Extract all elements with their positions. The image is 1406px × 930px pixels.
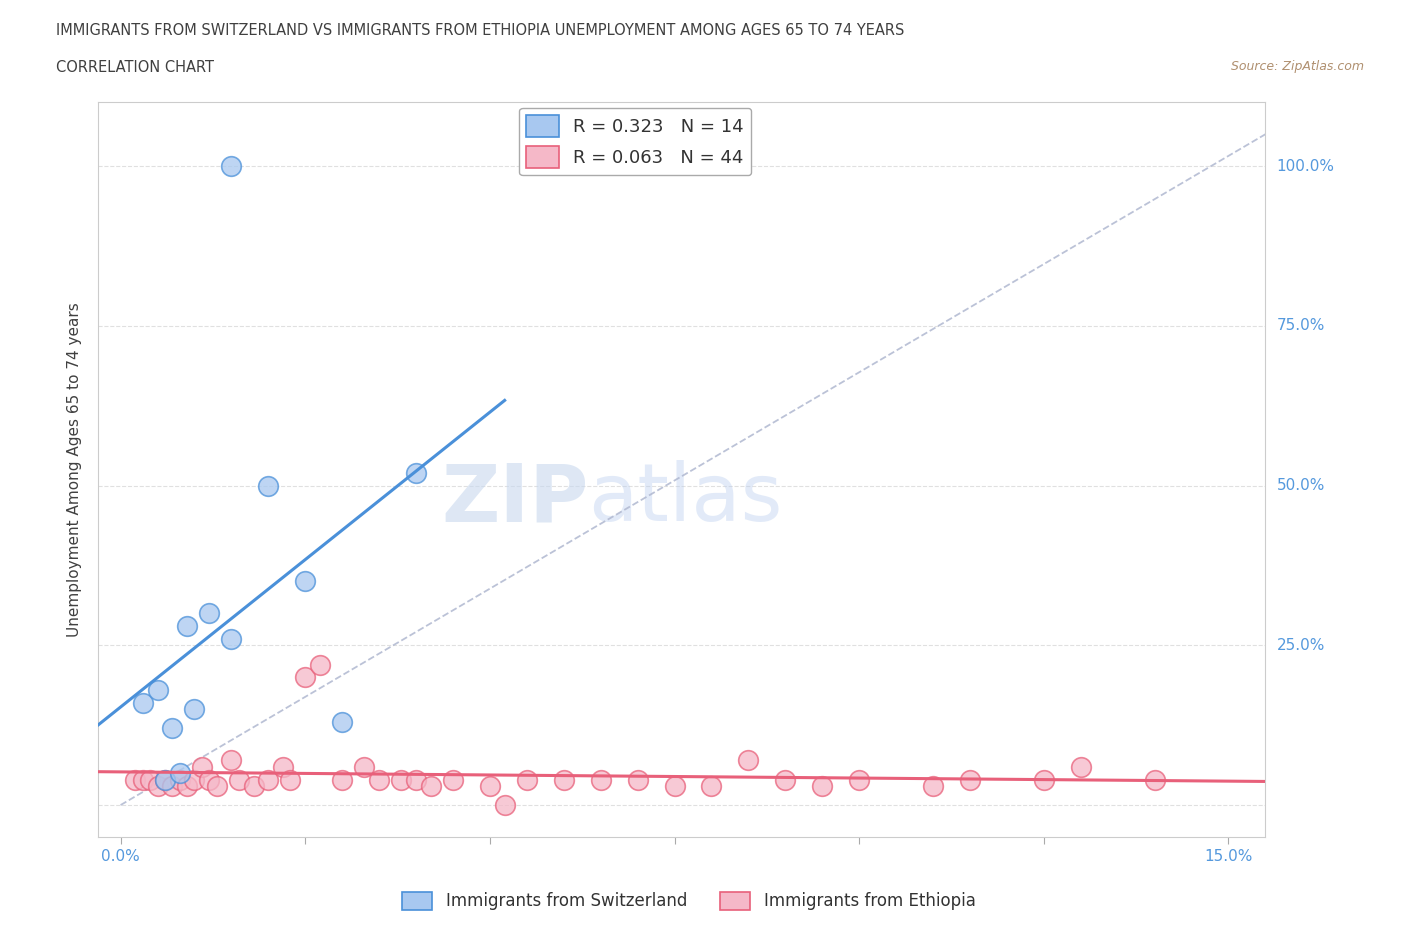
Point xyxy=(1070,759,1092,774)
Point xyxy=(700,778,723,793)
Point xyxy=(516,772,538,787)
Point xyxy=(162,778,184,793)
Point xyxy=(309,658,332,672)
Text: atlas: atlas xyxy=(589,460,783,538)
Point xyxy=(176,618,198,633)
Point xyxy=(242,778,264,793)
Point xyxy=(294,574,316,589)
Point xyxy=(153,772,176,787)
Point xyxy=(139,772,162,787)
Point xyxy=(405,465,427,480)
Point xyxy=(959,772,981,787)
Point xyxy=(775,772,797,787)
Point xyxy=(589,772,612,787)
Point xyxy=(294,670,316,684)
Point xyxy=(353,759,375,774)
Point xyxy=(280,772,302,787)
Point xyxy=(169,765,191,780)
Point xyxy=(228,772,250,787)
Point xyxy=(419,778,441,793)
Point xyxy=(494,798,516,813)
Text: ZIP: ZIP xyxy=(441,460,589,538)
Point xyxy=(132,772,155,787)
Point xyxy=(368,772,391,787)
Point xyxy=(553,772,575,787)
Text: CORRELATION CHART: CORRELATION CHART xyxy=(56,60,214,75)
Text: IMMIGRANTS FROM SWITZERLAND VS IMMIGRANTS FROM ETHIOPIA UNEMPLOYMENT AMONG AGES : IMMIGRANTS FROM SWITZERLAND VS IMMIGRANT… xyxy=(56,23,904,38)
Point xyxy=(389,772,412,787)
Point xyxy=(626,772,648,787)
Text: 75.0%: 75.0% xyxy=(1277,318,1324,333)
Point xyxy=(1143,772,1166,787)
Point xyxy=(478,778,501,793)
Text: 25.0%: 25.0% xyxy=(1277,638,1324,653)
Point xyxy=(811,778,834,793)
Point xyxy=(183,772,205,787)
Point xyxy=(271,759,294,774)
Point xyxy=(1032,772,1054,787)
Point xyxy=(221,753,243,768)
Point xyxy=(205,778,228,793)
Point xyxy=(221,631,243,646)
Text: 100.0%: 100.0% xyxy=(1277,159,1334,174)
Point xyxy=(124,772,146,787)
Point xyxy=(257,772,280,787)
Point xyxy=(183,702,205,717)
Point xyxy=(191,759,214,774)
Point xyxy=(162,721,184,736)
Point xyxy=(257,478,280,493)
Point xyxy=(221,159,243,174)
Point xyxy=(330,714,353,729)
Point xyxy=(169,772,191,787)
Point xyxy=(146,778,169,793)
Legend: R = 0.323   N = 14, R = 0.063   N = 44: R = 0.323 N = 14, R = 0.063 N = 44 xyxy=(519,108,751,175)
Point xyxy=(176,778,198,793)
Point xyxy=(146,683,169,698)
Legend: Immigrants from Switzerland, Immigrants from Ethiopia: Immigrants from Switzerland, Immigrants … xyxy=(395,885,983,917)
Point xyxy=(198,606,221,621)
Point xyxy=(737,753,759,768)
Text: Source: ZipAtlas.com: Source: ZipAtlas.com xyxy=(1230,60,1364,73)
Point xyxy=(132,696,155,711)
Point xyxy=(330,772,353,787)
Point xyxy=(441,772,464,787)
Y-axis label: Unemployment Among Ages 65 to 74 years: Unemployment Among Ages 65 to 74 years xyxy=(67,302,83,637)
Point xyxy=(848,772,870,787)
Point xyxy=(664,778,686,793)
Text: 50.0%: 50.0% xyxy=(1277,478,1324,493)
Point xyxy=(405,772,427,787)
Point xyxy=(922,778,945,793)
Point xyxy=(153,772,176,787)
Point xyxy=(198,772,221,787)
